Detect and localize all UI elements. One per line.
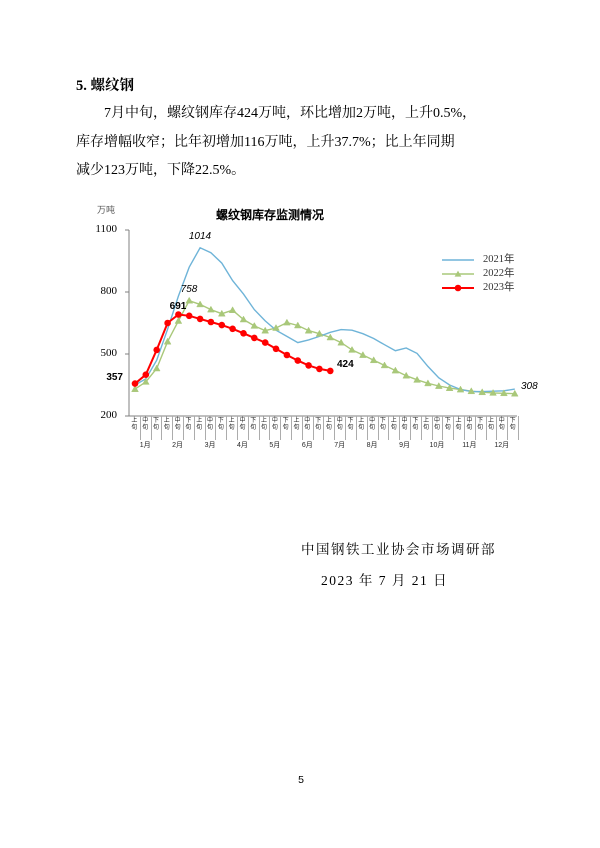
svg-text:691: 691	[170, 301, 187, 312]
svg-text:758: 758	[181, 284, 198, 295]
svg-text:357: 357	[106, 372, 123, 383]
svg-text:1014: 1014	[189, 231, 212, 242]
svg-text:424: 424	[337, 359, 354, 370]
svg-text:308: 308	[521, 381, 538, 392]
